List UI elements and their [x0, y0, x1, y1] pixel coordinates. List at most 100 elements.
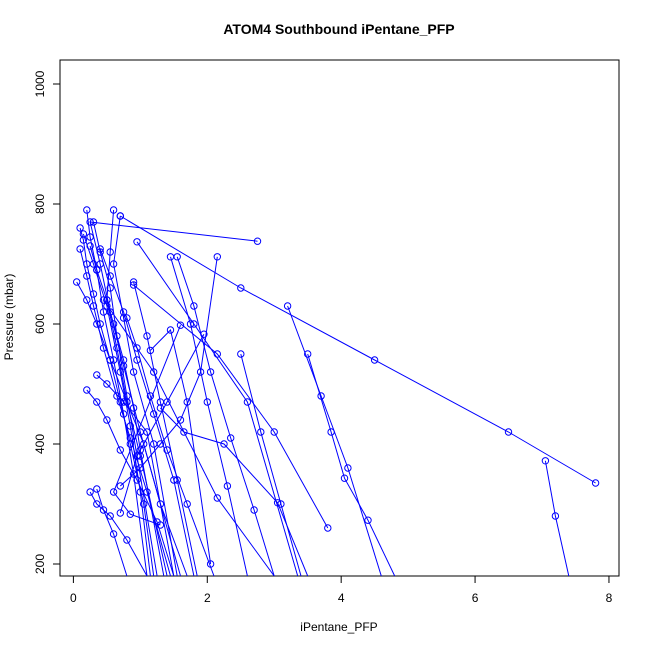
data-point [83, 206, 91, 214]
data-point [200, 330, 208, 338]
data-point [106, 248, 114, 256]
series-line [76, 281, 188, 576]
data-point [143, 488, 151, 496]
data-point [133, 452, 141, 460]
data-point [133, 344, 141, 352]
data-point [79, 230, 88, 238]
data-point [129, 281, 138, 289]
data-point [206, 368, 215, 376]
data-point [109, 488, 118, 496]
data-point [173, 253, 181, 261]
data-point [116, 509, 125, 517]
data-point [176, 416, 185, 424]
data-point [113, 392, 121, 400]
data-point [370, 356, 379, 364]
data-point [103, 416, 111, 424]
data-point [126, 510, 135, 518]
x-tick-label: 6 [472, 591, 479, 605]
x-axis: 0 2 4 6 8 [70, 575, 613, 605]
series-line [240, 353, 302, 576]
series-line [544, 460, 570, 576]
series-line [120, 215, 596, 484]
data-point [99, 506, 108, 514]
data-point [119, 398, 128, 406]
series-line [89, 245, 165, 576]
data-point [93, 398, 101, 406]
data-point [93, 500, 101, 508]
data-point [140, 440, 148, 448]
series-20 [237, 350, 302, 576]
data-point [243, 398, 252, 406]
data-point [213, 253, 222, 261]
data-point [143, 428, 151, 436]
data-point [317, 392, 325, 400]
series-line [133, 284, 329, 529]
series-28 [99, 296, 275, 576]
data-point [253, 237, 262, 245]
data-point [93, 485, 101, 493]
x-axis-label: iPentane_PFP [300, 620, 377, 634]
series-19 [116, 253, 222, 490]
data-point [213, 494, 222, 502]
data-point [340, 474, 349, 482]
data-point [133, 476, 141, 484]
data-point [96, 260, 104, 268]
data-point [109, 260, 118, 268]
series-26 [109, 321, 185, 529]
data-point [541, 457, 550, 465]
series-line [96, 374, 175, 576]
data-point [93, 371, 101, 379]
data-point [113, 344, 121, 352]
plot-area [73, 206, 600, 576]
data-point [96, 245, 104, 253]
data-point [220, 440, 228, 448]
data-point [304, 350, 312, 358]
data-point [190, 302, 198, 310]
x-tick-label: 0 [70, 591, 77, 605]
data-point [176, 321, 185, 329]
data-point [156, 440, 165, 448]
data-point [129, 368, 138, 376]
y-axis-label: Pressure (mbar) [2, 274, 16, 361]
series-line [133, 281, 198, 576]
series-line [160, 407, 309, 576]
data-point [364, 516, 372, 524]
series-18 [173, 253, 275, 576]
series-25 [133, 238, 299, 576]
data-point [116, 446, 125, 454]
data-point [106, 356, 114, 364]
data-point [146, 346, 155, 355]
data-point [173, 476, 181, 484]
series-22 [283, 302, 382, 576]
data-point [109, 530, 118, 538]
data-point [106, 284, 114, 292]
y-axis: 200 400 600 800 1000 [33, 70, 61, 574]
data-point [156, 404, 165, 412]
series-32 [146, 326, 215, 568]
data-point [183, 398, 191, 406]
data-point [270, 428, 278, 436]
data-point [126, 434, 135, 442]
series-31 [93, 371, 175, 576]
data-point [133, 238, 141, 246]
series-13 [86, 488, 148, 576]
data-point [99, 344, 108, 352]
series-line [170, 256, 248, 576]
data-point [109, 206, 118, 214]
series-line [307, 353, 396, 576]
data-point [250, 506, 258, 514]
data-point [143, 332, 151, 340]
data-point [203, 398, 212, 406]
data-point [86, 488, 94, 496]
chart-title: ATOM4 Southbound iPentane_PFP [223, 21, 454, 37]
data-point [344, 464, 352, 472]
x-tick-label: 4 [338, 591, 345, 605]
data-point [119, 308, 128, 316]
series-line [113, 325, 181, 526]
data-point [93, 266, 101, 274]
series-line [89, 221, 258, 576]
data-point [136, 464, 145, 472]
data-point [119, 362, 128, 370]
data-point [86, 242, 94, 250]
